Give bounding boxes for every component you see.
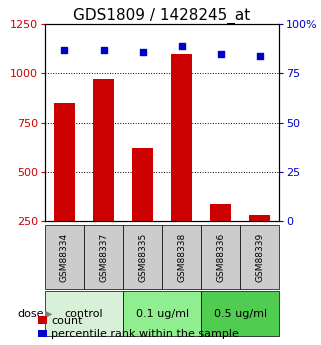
Point: [179, 43, 184, 49]
Legend: count, percentile rank within the sample: count, percentile rank within the sample: [38, 316, 239, 339]
Bar: [210, 204, 231, 221]
Bar: [84, 225, 123, 289]
Text: 0.5 ug/ml: 0.5 ug/ml: [214, 309, 267, 319]
Bar: [171, 54, 192, 221]
Bar: [162, 225, 201, 289]
Bar: [45, 292, 123, 336]
Text: GSM88334: GSM88334: [60, 233, 69, 282]
Bar: [249, 215, 271, 221]
Bar: [123, 225, 162, 289]
Text: GSM88335: GSM88335: [138, 233, 147, 282]
Text: GSM88339: GSM88339: [255, 233, 264, 282]
Point: [62, 47, 67, 52]
Bar: [240, 225, 279, 289]
Bar: [201, 292, 279, 336]
Bar: [45, 225, 84, 289]
Text: GSM88336: GSM88336: [216, 233, 225, 282]
Point: [218, 51, 223, 57]
Point: [140, 49, 145, 55]
Point: [257, 53, 262, 59]
Title: GDS1809 / 1428245_at: GDS1809 / 1428245_at: [74, 8, 251, 24]
Text: ▶: ▶: [45, 309, 52, 319]
Bar: [132, 148, 153, 221]
Text: GSM88337: GSM88337: [99, 233, 108, 282]
Bar: [54, 103, 75, 221]
Bar: [123, 292, 201, 336]
Text: control: control: [65, 309, 103, 319]
Point: [101, 47, 106, 52]
Bar: [201, 225, 240, 289]
Bar: [93, 79, 114, 221]
Text: 0.1 ug/ml: 0.1 ug/ml: [135, 309, 189, 319]
Text: GSM88338: GSM88338: [177, 233, 186, 282]
Text: dose: dose: [18, 309, 44, 319]
